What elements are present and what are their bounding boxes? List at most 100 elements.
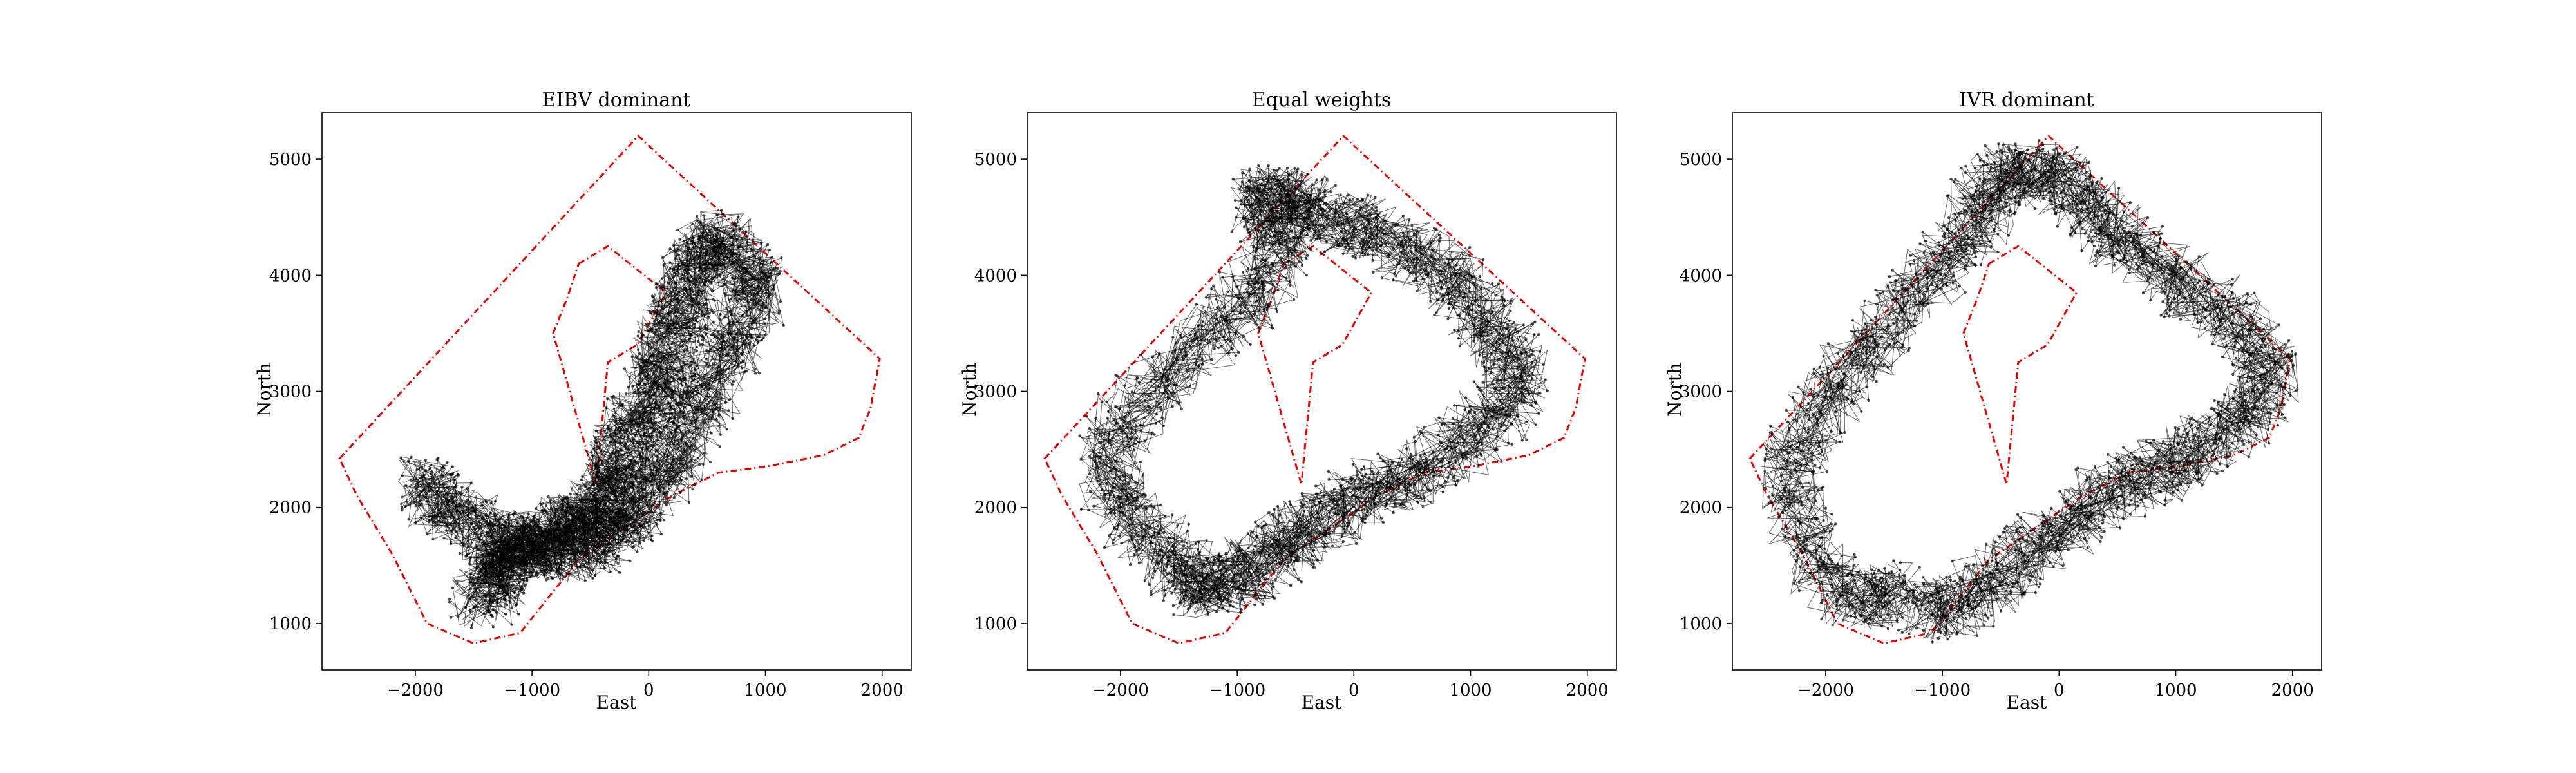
trajectory-point xyxy=(2226,455,2230,459)
trajectory-point xyxy=(1261,602,1265,606)
trajectory-point xyxy=(1454,272,1457,276)
trajectory-point xyxy=(481,501,484,504)
trajectory-point xyxy=(1374,196,1377,200)
trajectory-point xyxy=(2195,426,2199,430)
trajectory-point xyxy=(1381,520,1385,524)
trajectory-point xyxy=(691,222,694,225)
trajectory-point xyxy=(1306,172,1309,176)
trajectory-point xyxy=(489,560,492,564)
trajectory-point xyxy=(2211,343,2214,346)
trajectory-point xyxy=(1479,389,1483,392)
trajectory-point xyxy=(1900,631,1904,634)
trajectory-point xyxy=(1352,531,1356,535)
trajectory-point xyxy=(710,258,713,261)
trajectory-point xyxy=(695,364,699,367)
trajectory-point xyxy=(523,584,527,587)
trajectory-point xyxy=(1472,339,1475,343)
trajectory-point xyxy=(757,372,761,375)
trajectory-point xyxy=(584,498,587,501)
trajectory-point xyxy=(755,338,758,341)
trajectory-point xyxy=(2002,143,2005,147)
trajectory-point xyxy=(605,534,608,537)
x-tick-label: 2000 xyxy=(2271,681,2314,700)
trajectory-point xyxy=(1267,227,1271,231)
trajectory-point xyxy=(1379,456,1382,459)
trajectory-point xyxy=(1946,227,1949,231)
trajectory-point xyxy=(660,277,664,280)
trajectory-point xyxy=(1437,233,1441,237)
trajectory-point xyxy=(1166,384,1170,387)
trajectory-point xyxy=(2061,160,2065,164)
trajectory-point xyxy=(677,322,680,326)
trajectory-point xyxy=(773,267,777,271)
trajectory-point xyxy=(1372,472,1375,475)
trajectory-point xyxy=(1124,415,1127,419)
trajectory-point xyxy=(1127,446,1130,449)
trajectory-point xyxy=(1327,470,1330,473)
trajectory-point xyxy=(1477,464,1480,468)
trajectory-point xyxy=(1155,562,1159,565)
trajectory-point xyxy=(730,262,734,265)
trajectory-point xyxy=(681,411,685,414)
trajectory-point xyxy=(1084,415,1088,418)
trajectory-point xyxy=(1273,596,1276,600)
trajectory-point xyxy=(602,535,606,539)
trajectory-point xyxy=(1522,323,1525,327)
trajectory-point xyxy=(614,522,618,526)
trajectory-point xyxy=(1372,271,1375,274)
trajectory-point xyxy=(1236,563,1240,567)
trajectory-point xyxy=(466,498,469,501)
trajectory-point xyxy=(1819,601,1823,605)
trajectory-point xyxy=(691,437,695,441)
trajectory-point xyxy=(1853,553,1856,556)
trajectory-point xyxy=(1415,289,1419,293)
trajectory-point xyxy=(1280,562,1283,566)
trajectory-point xyxy=(605,540,609,543)
trajectory-point xyxy=(1457,337,1460,340)
trajectory-point xyxy=(1220,345,1223,348)
trajectory-point xyxy=(438,519,441,523)
trajectory-point xyxy=(777,272,780,276)
trajectory-point xyxy=(765,281,769,284)
trajectory-point xyxy=(1797,589,1801,593)
trajectory-point xyxy=(1273,508,1276,511)
trajectory-point xyxy=(1524,350,1528,354)
trajectory-point xyxy=(1316,516,1320,519)
trajectory-point xyxy=(1520,401,1524,405)
trajectory-point xyxy=(2086,476,2089,479)
trajectory-point xyxy=(1160,375,1163,379)
trajectory-point xyxy=(1339,193,1342,196)
trajectory-point xyxy=(2008,208,2012,211)
trajectory-point xyxy=(2056,225,2059,228)
trajectory-point xyxy=(1328,511,1332,515)
trajectory-point xyxy=(1160,408,1163,411)
trajectory-point xyxy=(1785,408,1788,412)
trajectory-point xyxy=(1439,280,1442,283)
trajectory-point xyxy=(651,310,654,313)
trajectory-point xyxy=(399,457,402,460)
trajectory-point xyxy=(704,327,707,330)
trajectory-point xyxy=(634,434,637,437)
trajectory-point xyxy=(2230,283,2233,286)
trajectory-point xyxy=(1157,532,1160,535)
trajectory-point xyxy=(668,365,672,368)
trajectory-point xyxy=(1435,311,1438,314)
x-tick-label: 2000 xyxy=(1566,681,1609,700)
trajectory-point xyxy=(1279,235,1283,238)
trajectory-point xyxy=(2017,200,2020,204)
trajectory-point xyxy=(1354,256,1357,260)
trajectory-point xyxy=(2158,241,2161,244)
trajectory-point xyxy=(1243,225,1246,229)
trajectory-point xyxy=(1295,530,1299,533)
trajectory-point xyxy=(1110,489,1113,493)
trajectory-point xyxy=(713,299,717,302)
trajectory-point xyxy=(2234,356,2238,360)
trajectory-point xyxy=(726,323,730,326)
trajectory-point xyxy=(1478,296,1482,299)
trajectory-point xyxy=(2112,212,2115,216)
trajectory-point xyxy=(1908,633,1911,636)
trajectory-point xyxy=(1525,438,1528,441)
trajectory-point xyxy=(1264,577,1267,581)
trajectory-point xyxy=(489,528,493,532)
trajectory-point xyxy=(1236,580,1240,583)
